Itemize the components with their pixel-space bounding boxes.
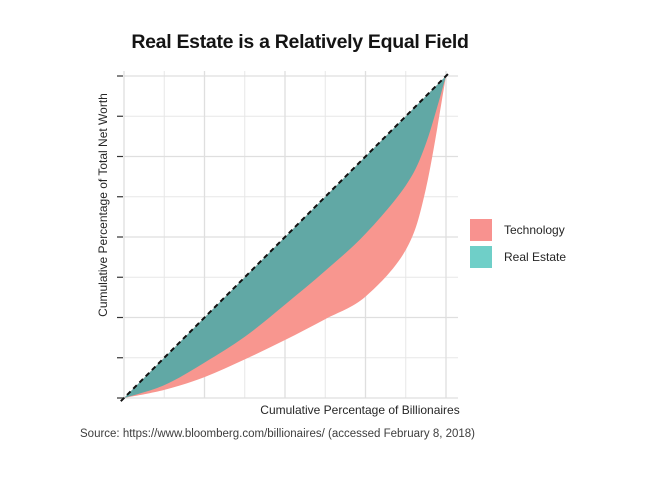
y-axis-label: Cumulative Percentage of Total Net Worth [96,93,110,317]
x-axis-label: Cumulative Percentage of Billionaires [260,403,460,417]
equality-dashed-line [120,72,450,402]
legend-item-technology: Technology [470,219,566,241]
real-estate-color-swatch [470,246,492,268]
chart-title: Real Estate is a Relatively Equal Field [131,31,469,53]
legend-label-technology: Technology [504,223,565,237]
legend-item-real-estate: Real Estate [470,246,566,268]
y-axis-ticks [117,75,123,399]
source-note: Source: https://www.bloomberg.com/billio… [80,428,476,440]
legend-label-real-estate: Real Estate [504,250,567,264]
technology-color-swatch [470,219,492,241]
legend: Technology Real Estate [470,219,566,268]
